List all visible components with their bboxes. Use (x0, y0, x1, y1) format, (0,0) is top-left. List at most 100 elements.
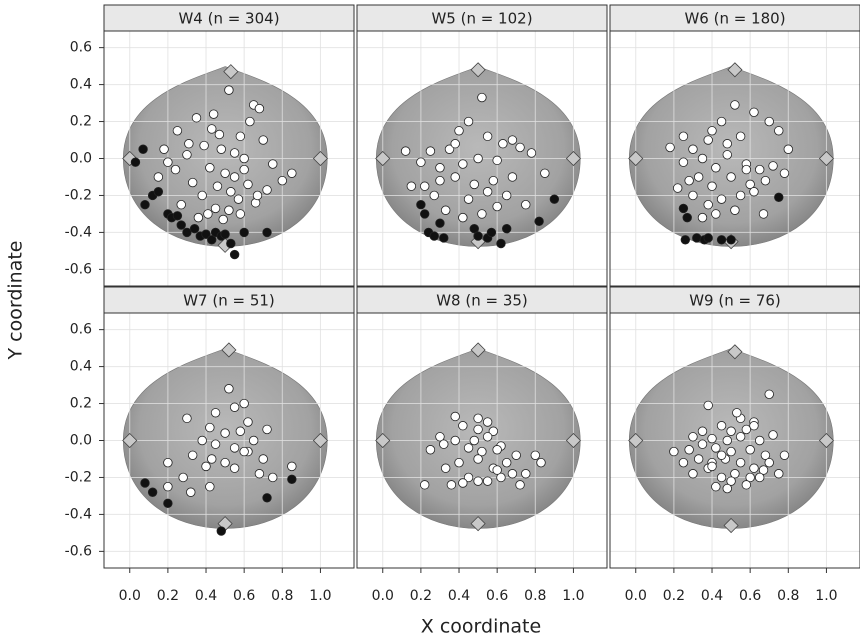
point (439, 233, 449, 243)
y-tick-label: -0.6 (65, 261, 92, 277)
point (688, 190, 698, 201)
point (172, 211, 183, 221)
point (692, 233, 702, 243)
point (722, 435, 732, 446)
point (693, 172, 704, 182)
point (463, 194, 474, 204)
point (507, 135, 518, 145)
landmark (312, 432, 329, 449)
point (178, 472, 188, 483)
point (507, 172, 518, 182)
landmark (223, 64, 239, 80)
point (454, 457, 464, 468)
x-tick-label: 0.0 (625, 588, 647, 604)
landmark (312, 150, 329, 167)
landmark (818, 432, 835, 449)
point (201, 461, 211, 472)
x-tick-label: 0.6 (233, 588, 255, 604)
point (703, 199, 713, 210)
point (732, 408, 742, 418)
landmark (628, 150, 644, 167)
point (722, 150, 732, 160)
point (440, 463, 451, 473)
point (735, 131, 746, 142)
point (703, 400, 713, 411)
x-tick-label: 0.4 (195, 588, 217, 604)
point (435, 432, 445, 442)
point (197, 435, 207, 446)
point (419, 181, 430, 191)
point (678, 157, 689, 167)
landmark (470, 342, 486, 358)
point (277, 175, 287, 186)
point (473, 424, 483, 435)
point (741, 424, 752, 435)
landmark (565, 150, 582, 167)
point (130, 157, 141, 167)
point (768, 161, 778, 171)
point (220, 168, 230, 178)
point (726, 426, 736, 436)
point (749, 463, 759, 473)
point (473, 231, 483, 241)
point (482, 417, 493, 427)
panel-border (103, 312, 355, 569)
x-tick-label: 0.4 (701, 588, 723, 604)
point (711, 163, 721, 173)
y-tick-label: -0.6 (65, 543, 92, 559)
point (707, 181, 717, 191)
y-tick-label: 0.6 (70, 322, 92, 338)
panel-border (103, 30, 355, 287)
point (229, 402, 240, 412)
point (473, 153, 483, 164)
point (193, 212, 204, 223)
point (745, 179, 755, 190)
point (515, 480, 525, 490)
point (496, 472, 506, 483)
landmark (375, 432, 391, 449)
point (482, 187, 493, 197)
point (262, 424, 272, 435)
x-axis-label: X coordinate (421, 616, 541, 638)
landmark (221, 342, 237, 358)
point (722, 483, 732, 494)
point (760, 450, 771, 460)
point (498, 139, 508, 149)
point (440, 205, 451, 215)
point (764, 457, 774, 468)
point (783, 144, 793, 154)
point (716, 235, 727, 245)
point (138, 144, 148, 154)
point (287, 461, 297, 472)
point (262, 185, 272, 195)
point (678, 203, 689, 214)
point (235, 426, 246, 436)
point (536, 457, 546, 468)
point (488, 426, 499, 436)
point (176, 199, 186, 210)
point (735, 190, 746, 201)
point (224, 85, 234, 95)
point (697, 212, 708, 223)
landmark (727, 344, 743, 360)
point (189, 224, 200, 234)
point (450, 435, 460, 446)
point (482, 432, 493, 442)
point (521, 469, 531, 479)
point (754, 472, 765, 483)
point (210, 408, 221, 418)
point (477, 209, 487, 219)
point (458, 421, 468, 431)
point (229, 148, 240, 158)
point (268, 159, 278, 169)
point (170, 164, 181, 175)
point (400, 146, 411, 156)
point (716, 450, 727, 460)
point (735, 432, 746, 442)
point (711, 443, 721, 453)
point (730, 205, 740, 215)
point (176, 220, 186, 230)
point (754, 164, 765, 175)
strip (103, 4, 355, 32)
point (153, 187, 164, 197)
